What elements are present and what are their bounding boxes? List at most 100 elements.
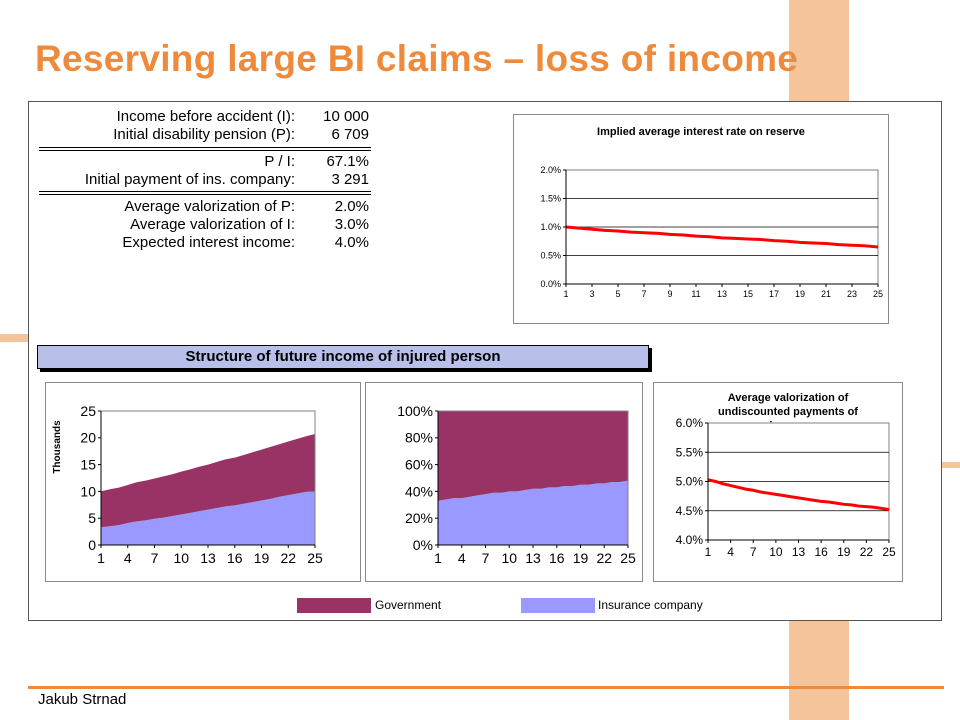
chart-title-line: undiscounted payments of bbox=[718, 406, 858, 418]
x-tick-label: 1 bbox=[705, 545, 712, 559]
x-tick-label: 10 bbox=[501, 550, 517, 566]
table-divider bbox=[39, 147, 371, 148]
table-divider bbox=[39, 150, 371, 151]
x-tick-label: 13 bbox=[792, 545, 806, 559]
x-tick-label: 25 bbox=[882, 545, 896, 559]
x-tick-label: 19 bbox=[795, 289, 805, 299]
x-tick-label: 22 bbox=[596, 550, 612, 566]
percent-income-chart: 0% 20% 40% 60% 80% 100% 1 4 7 10 13 16 19 22 25 bbox=[365, 382, 643, 582]
absolute-income-chart: 0 5 10 15 20 25 1 4 7 10 13 16 19 22 25 Thousands bbox=[45, 382, 361, 582]
x-tick-label: 3 bbox=[589, 289, 594, 299]
y-tick-label: 20 bbox=[80, 430, 96, 446]
y-tick-label: 10 bbox=[80, 483, 96, 499]
x-tick-label: 13 bbox=[717, 289, 727, 299]
y-tick-label: 4.0% bbox=[676, 533, 704, 547]
param-value: 3 291 bbox=[331, 171, 369, 188]
x-tick-label: 19 bbox=[254, 550, 270, 566]
area-insurance-company bbox=[101, 491, 315, 545]
y-tick-label: 20% bbox=[405, 510, 433, 526]
param-label: Average valorization of P: bbox=[124, 198, 295, 215]
legend-swatch-insurance bbox=[521, 598, 595, 613]
decor-right-stub bbox=[942, 462, 960, 468]
x-tick-label: 1 bbox=[563, 289, 568, 299]
legend-swatch-government bbox=[297, 598, 371, 613]
y-tick-label: 5 bbox=[88, 510, 96, 526]
x-tick-label: 4 bbox=[458, 550, 466, 566]
param-row: Initial payment of ins. company: 3 291 bbox=[39, 171, 371, 189]
y-tick-label: 2.0% bbox=[540, 165, 561, 175]
x-tick-label: 16 bbox=[227, 550, 243, 566]
chart-title-line: Average valorization of bbox=[728, 392, 849, 404]
x-tick-label: 17 bbox=[769, 289, 779, 299]
param-label: Income before accident (I): bbox=[116, 108, 295, 125]
x-tick-label: 19 bbox=[837, 545, 851, 559]
x-tick-label: 25 bbox=[307, 550, 323, 566]
y-tick-label: 0.5% bbox=[540, 251, 561, 261]
param-label: P / I: bbox=[264, 153, 295, 170]
x-tick-label: 1 bbox=[434, 550, 442, 566]
x-tick-label: 4 bbox=[124, 550, 132, 566]
x-tick-label: 16 bbox=[549, 550, 565, 566]
valorization-chart: Average valorization of undiscounted paym… bbox=[653, 382, 903, 582]
percent-income-chart-svg: 0% 20% 40% 60% 80% 100% 1 4 7 10 13 16 19 22 25 bbox=[397, 403, 636, 566]
param-value: 67.1% bbox=[326, 153, 369, 170]
param-value: 4.0% bbox=[334, 234, 369, 251]
x-tick-label: 1 bbox=[97, 550, 105, 566]
param-label: Expected interest income: bbox=[122, 234, 295, 251]
param-value: 2.0% bbox=[334, 198, 369, 215]
y-axis-label: Thousands bbox=[52, 420, 63, 474]
footer-rule bbox=[28, 686, 944, 689]
y-tick-label: 6.0% bbox=[676, 416, 704, 430]
x-tick-label: 23 bbox=[847, 289, 857, 299]
x-tick-label: 7 bbox=[151, 550, 159, 566]
author-name: Jakub Strnad bbox=[38, 691, 127, 708]
y-tick-label: 1.0% bbox=[540, 222, 561, 232]
y-tick-label: 60% bbox=[405, 457, 433, 473]
decor-left-stub bbox=[0, 334, 28, 342]
x-tick-label: 22 bbox=[280, 550, 296, 566]
y-tick-label: 4.5% bbox=[676, 504, 704, 518]
chart-title: Implied average interest rate on reserve bbox=[597, 126, 805, 138]
y-tick-label: 80% bbox=[405, 430, 433, 446]
legend-label-government: Government bbox=[375, 598, 442, 612]
param-row: P / I: 67.1% bbox=[39, 153, 371, 171]
area-insurance-company bbox=[438, 480, 628, 545]
x-tick-label: 22 bbox=[860, 545, 874, 559]
param-label: Average valorization of I: bbox=[130, 216, 295, 233]
absolute-income-chart-svg: 0 5 10 15 20 25 1 4 7 10 13 16 19 22 25 Thousands bbox=[52, 403, 323, 566]
x-tick-label: 16 bbox=[814, 545, 828, 559]
y-tick-label: 0 bbox=[88, 537, 96, 553]
x-tick-label: 11 bbox=[691, 289, 700, 299]
y-tick-label: 1.5% bbox=[540, 194, 561, 204]
param-row: Initial disability pension (P): 6 709 bbox=[39, 126, 371, 144]
parameter-table: Income before accident (I): 10 000 Initi… bbox=[39, 108, 371, 252]
slide-title: Reserving large BI claims – loss of inco… bbox=[35, 38, 799, 79]
param-value: 6 709 bbox=[331, 126, 369, 143]
y-tick-label: 5.0% bbox=[676, 475, 704, 489]
x-tick-label: 4 bbox=[727, 545, 734, 559]
interest-rate-chart-svg: Implied average interest rate on reserve… bbox=[540, 126, 883, 299]
param-label: Initial payment of ins. company: bbox=[84, 171, 295, 188]
x-tick-label: 25 bbox=[873, 289, 883, 299]
x-tick-label: 7 bbox=[482, 550, 490, 566]
x-tick-label: 7 bbox=[641, 289, 646, 299]
area-government bbox=[438, 411, 628, 501]
x-tick-label: 7 bbox=[750, 545, 757, 559]
legend-label-insurance: Insurance company bbox=[598, 598, 703, 612]
y-tick-label: 5.5% bbox=[676, 445, 704, 459]
x-tick-label: 15 bbox=[743, 289, 753, 299]
content-panel: Income before accident (I): 10 000 Initi… bbox=[28, 101, 942, 621]
x-tick-label: 13 bbox=[200, 550, 216, 566]
param-row: Average valorization of P: 2.0% bbox=[39, 198, 371, 216]
x-tick-label: 21 bbox=[821, 289, 831, 299]
valorization-chart-svg: Average valorization of undiscounted paym… bbox=[676, 392, 896, 559]
section-banner: Structure of future income of injured pe… bbox=[37, 345, 649, 369]
y-tick-label: 15 bbox=[80, 457, 96, 473]
x-tick-label: 10 bbox=[769, 545, 783, 559]
x-tick-label: 25 bbox=[620, 550, 636, 566]
line-series bbox=[707, 478, 890, 512]
y-tick-label: 25 bbox=[80, 403, 96, 419]
y-tick-label: 0% bbox=[413, 537, 433, 553]
x-tick-label: 10 bbox=[173, 550, 189, 566]
x-tick-label: 5 bbox=[615, 289, 620, 299]
